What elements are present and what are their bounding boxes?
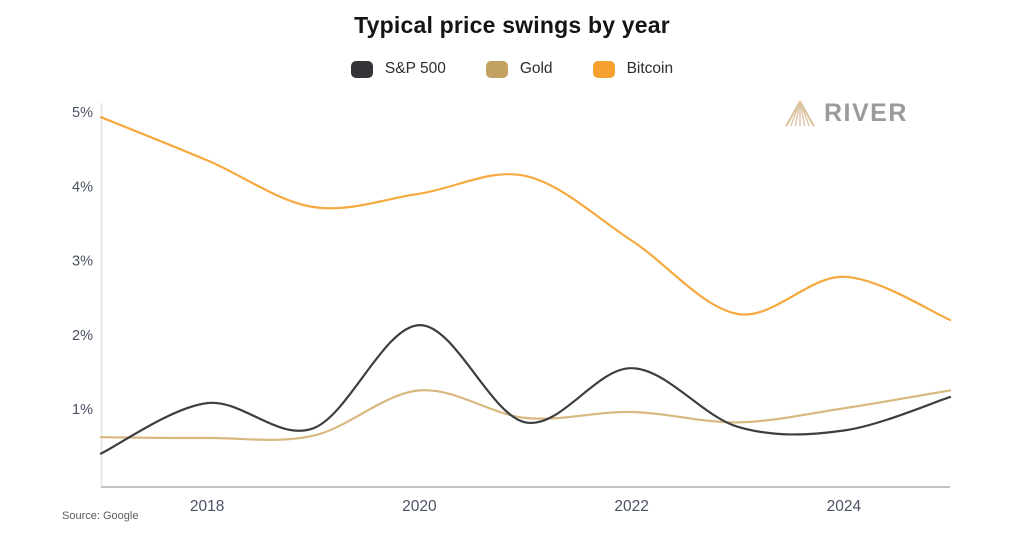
legend-label-sp500: S&P 500 xyxy=(384,60,446,77)
legend: S&P 500 Gold Bitcoin xyxy=(0,60,1024,78)
gold-swatch xyxy=(485,60,508,78)
series-line-s-p-500 xyxy=(99,323,952,455)
x-tick-label: 2020 xyxy=(402,498,437,515)
y-tick-label: 1% xyxy=(72,402,93,418)
rays-fan-icon xyxy=(785,100,815,127)
sp500-swatch xyxy=(350,60,373,78)
x-tick-label: 2018 xyxy=(190,498,224,515)
legend-item-gold: Gold xyxy=(485,60,553,78)
series-line-bitcoin xyxy=(99,116,952,321)
page-title: Typical price swings by year xyxy=(354,12,670,38)
x-tick-label: 2022 xyxy=(614,498,648,515)
legend-item-sp500: S&P 500 xyxy=(350,60,446,78)
series-line-gold xyxy=(99,389,952,441)
y-tick-label: 2% xyxy=(72,328,93,344)
logo-text: RIVER xyxy=(824,99,908,127)
y-tick-label: 5% xyxy=(72,105,93,121)
legend-label-bitcoin: Bitcoin xyxy=(626,60,674,77)
legend-label-gold: Gold xyxy=(519,60,553,77)
x-tick-label: 2024 xyxy=(827,498,862,515)
source-note: Source: Google xyxy=(62,510,139,522)
legend-item-bitcoin: Bitcoin xyxy=(592,60,674,78)
river-logo: RIVER xyxy=(784,99,908,128)
y-tick-label: 4% xyxy=(72,179,93,195)
bitcoin-swatch xyxy=(592,60,615,78)
y-tick-label: 3% xyxy=(72,254,93,270)
